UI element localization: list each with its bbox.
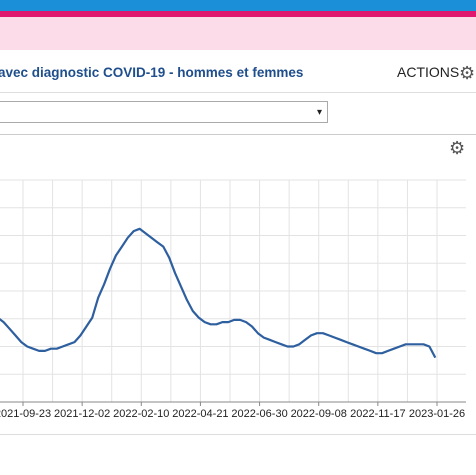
x-tick-label: 2022-09-08 (291, 408, 347, 420)
filter-select[interactable]: ▾ (0, 101, 328, 123)
x-tick-label: 2021-12-02 (54, 408, 110, 420)
divider-bottom (0, 434, 476, 435)
chevron-down-icon[interactable]: ▾ (316, 107, 322, 118)
gear-icon[interactable]: ⚙ (459, 63, 476, 83)
line-chart: 2021-09-23 2021-12-02 2022-02-10 2022-04-21… (0, 179, 466, 420)
x-tick-label: 2022-02-10 (113, 408, 169, 420)
chart-settings-gear-icon[interactable]: ⚙ (449, 138, 466, 158)
x-tick-label: 2021-09-23 (0, 408, 51, 420)
actions-label: ACTIONS (397, 64, 460, 80)
divider (0, 134, 476, 135)
page-title: avec diagnostic COVID-19 - hommes et fem… (0, 65, 304, 80)
series-line (0, 227, 437, 359)
x-tick-label: 2022-06-30 (231, 408, 287, 420)
actions-button[interactable]: ACTIONS ⚙ (397, 64, 475, 82)
top-bar-blue (0, 0, 476, 11)
x-tick-label: 2022-04-21 (172, 408, 228, 420)
title-row (0, 50, 476, 93)
x-tick-label: 2023-01-26 (409, 408, 465, 420)
header-band (0, 17, 476, 50)
x-tick-label: 2022-11-17 (350, 408, 405, 420)
top-bar-pink (0, 11, 476, 17)
